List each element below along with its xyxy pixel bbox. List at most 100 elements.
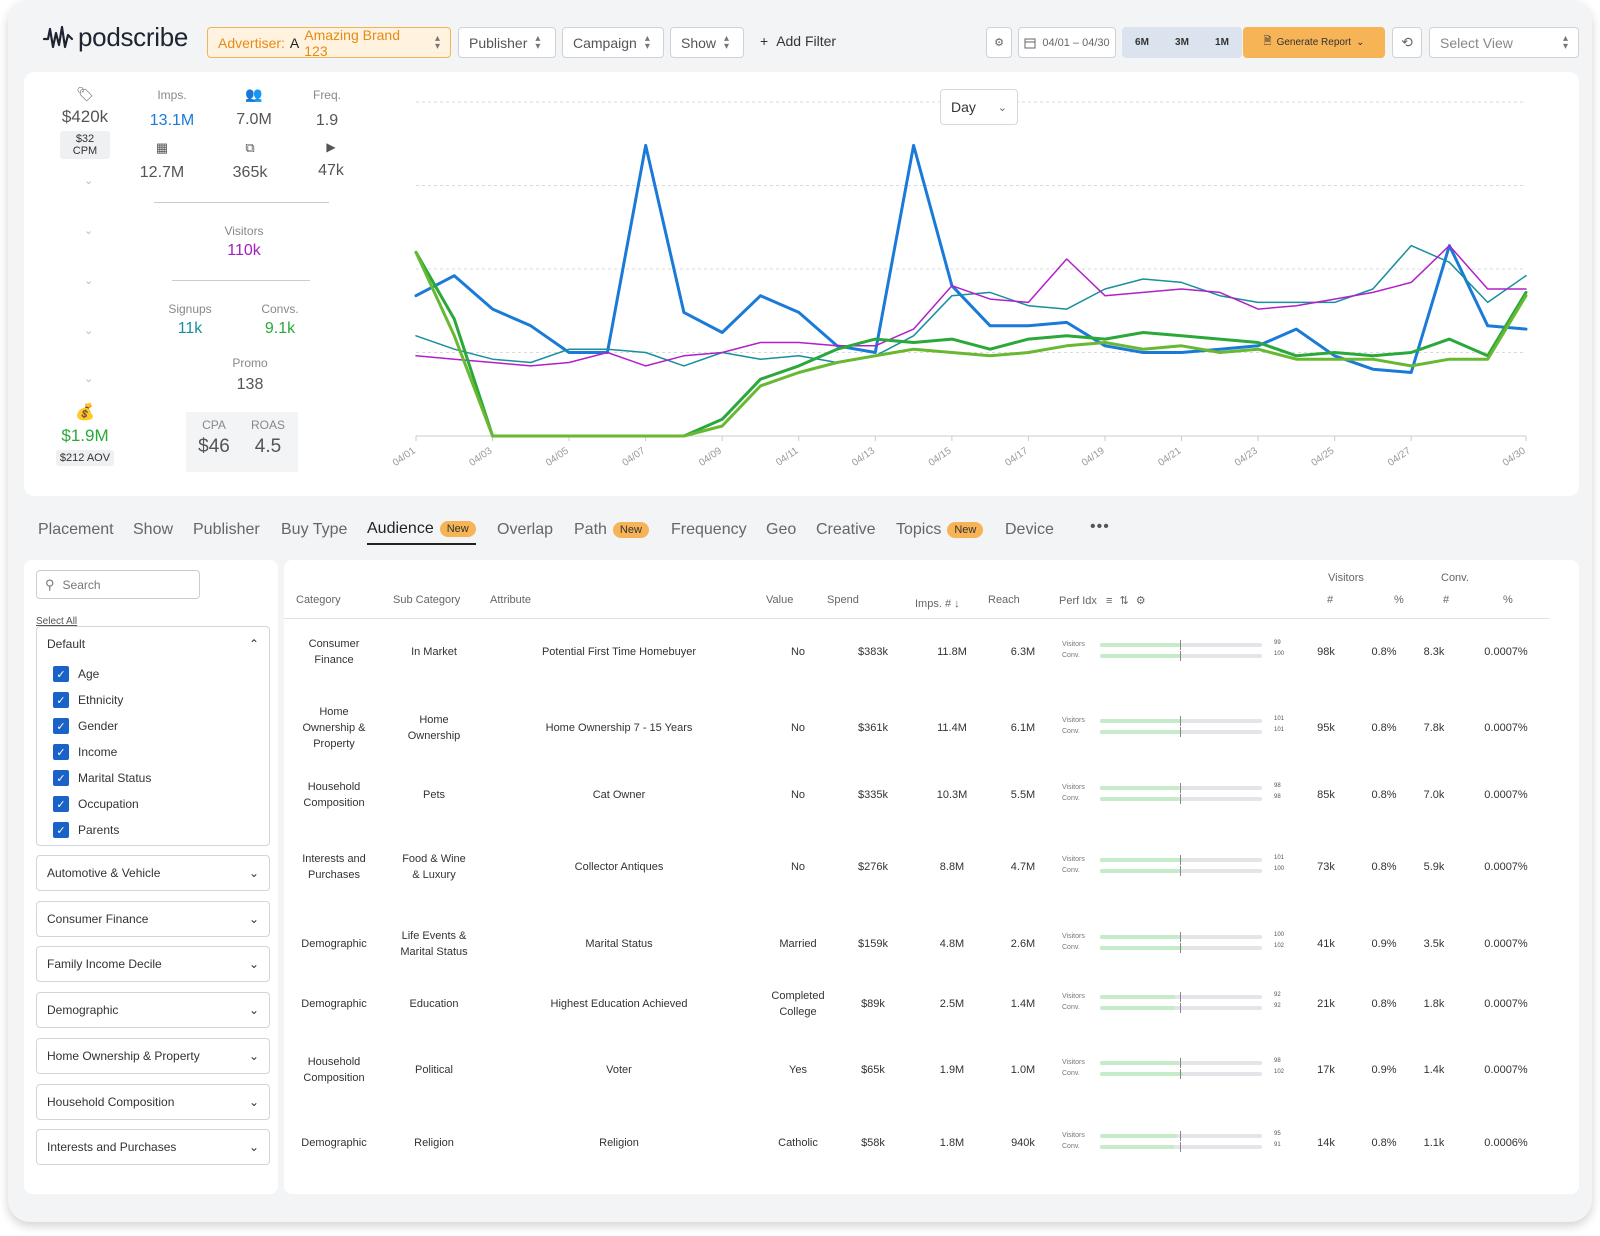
checkbox-age[interactable]: ✓ Age — [37, 661, 269, 687]
perf-bar-baseline — [1180, 1003, 1181, 1013]
checkbox-ethnicity[interactable]: ✓ Ethnicity — [37, 687, 269, 713]
table-row[interactable]: Consumer Finance In Market Potential First… — [284, 632, 1579, 672]
col-category[interactable]: Category — [296, 594, 341, 606]
date-range-button[interactable]: 04/01 – 04/30 — [1018, 27, 1116, 58]
cell-sub: Education — [409, 998, 459, 1010]
series-line-1[interactable] — [415, 244, 1527, 367]
cell-conv_pct: 0.0007% — [1484, 722, 1528, 734]
tab-device[interactable]: Device — [1005, 515, 1054, 545]
series-line-0[interactable] — [414, 143, 1528, 374]
tab-audience[interactable]: Audience New — [367, 515, 476, 545]
checkbox-parents[interactable]: ✓ Parents — [37, 817, 269, 843]
x-tick-label: 04/11 — [774, 445, 801, 468]
history-button[interactable]: ⟲ — [1392, 27, 1422, 58]
col-value[interactable]: Value — [766, 594, 794, 606]
granularity-dropdown[interactable]: Day ⌄ — [940, 89, 1018, 125]
generate-report-button[interactable]: 🗎 Generate Report ⌄ — [1243, 27, 1385, 58]
updown-icon: ▴ ▾ — [434, 32, 440, 52]
sort-icon[interactable]: ⇅ — [1119, 595, 1129, 607]
col-perf-idx[interactable]: Perf Idx ≡ ⇅ ⚙ — [1059, 594, 1146, 607]
col-visitors-pct[interactable]: % — [1394, 594, 1404, 606]
series-line-4[interactable] — [414, 250, 1528, 438]
tab-bar: Placement Show Publisher Buy Type Audience Ne… — [8, 505, 1592, 553]
tab-placement[interactable]: Placement — [38, 515, 114, 545]
default-group-header[interactable]: Default ⌃ — [37, 627, 269, 661]
search-input[interactable]: ⚲ Search — [36, 570, 200, 599]
show-filter[interactable]: Show ▴ ▾ — [670, 27, 744, 58]
table-row[interactable]: Demographic Religion Religion Catholic $58k 1… — [284, 1123, 1579, 1163]
x-tick-label: 04/15 — [927, 445, 954, 469]
advertiser-initial: A — [289, 34, 300, 51]
group-household-composition[interactable]: Household Composition ⌄ — [36, 1083, 270, 1120]
cell-spend: $89k — [861, 998, 885, 1010]
group-consumer-finance[interactable]: Consumer Finance ⌄ — [36, 900, 270, 937]
col-conv-num[interactable]: # — [1443, 594, 1450, 606]
col-spend[interactable]: Spend — [827, 594, 859, 606]
publisher-filter[interactable]: Publisher ▴ ▾ — [458, 27, 556, 58]
checkbox-marital-status[interactable]: ✓ Marital Status — [37, 765, 269, 791]
col-attribute[interactable]: Attribute — [490, 594, 531, 606]
add-filter-button[interactable]: + Add Filter — [760, 33, 836, 49]
filter-icon[interactable]: ≡ — [1105, 595, 1113, 607]
col-imps[interactable]: Imps. # ↓ — [915, 598, 960, 610]
group-demographic[interactable]: Demographic ⌄ — [36, 992, 270, 1029]
cell-reach: 6.1M — [1010, 722, 1036, 734]
settings-button[interactable]: ⚙ — [986, 27, 1012, 58]
checkbox-occupation[interactable]: ✓ Occupation — [37, 791, 269, 817]
tab-topics[interactable]: Topics New — [896, 515, 984, 545]
perf-bar-track — [1100, 1003, 1262, 1013]
checkbox-income[interactable]: ✓ Income — [37, 739, 269, 765]
table-row[interactable]: Interests and Purchases Food & Wine & Lux… — [284, 847, 1579, 887]
cell-value: Catholic — [778, 1137, 818, 1149]
more-icon[interactable]: ••• — [1090, 518, 1110, 535]
logo[interactable]: podscribe — [42, 22, 188, 53]
tab-frequency[interactable]: Frequency — [671, 515, 747, 545]
tab-overlap[interactable]: Overlap — [497, 515, 553, 545]
gear-icon[interactable]: ⚙ — [1135, 595, 1146, 607]
campaign-filter[interactable]: Campaign ▴ ▾ — [562, 27, 664, 58]
x-tick-label: 04/13 — [850, 445, 877, 469]
freq-label: Freq. — [312, 88, 341, 102]
tab-creative[interactable]: Creative — [816, 515, 876, 545]
chevron-down-icon: ⌄ — [248, 866, 259, 880]
perf-value: 98 — [1274, 783, 1281, 789]
col-visitors-num[interactable]: # — [1327, 594, 1334, 606]
col-conv-pct[interactable]: % — [1503, 594, 1513, 606]
perf-value: 92 — [1274, 992, 1281, 998]
tab-publisher[interactable]: Publisher — [193, 515, 260, 545]
tab-geo[interactable]: Geo — [766, 515, 796, 545]
tab-path[interactable]: Path New — [574, 515, 649, 545]
search-icon: ⚲ — [45, 576, 55, 592]
x-tick-label: 04/07 — [621, 445, 648, 469]
group-home-ownership-property[interactable]: Home Ownership & Property ⌄ — [36, 1037, 270, 1074]
advertiser-filter[interactable]: Advertiser: A Amazing Brand 123 ▴ ▾ — [207, 27, 451, 59]
perf-bar-track — [1100, 651, 1262, 661]
cell-value: No — [790, 646, 806, 658]
chevron-down-icon: ⌄ — [84, 325, 94, 337]
cell-imps: 11.4M — [937, 722, 967, 734]
series-line-2[interactable] — [415, 244, 1527, 367]
group-interests-and-purchases[interactable]: Interests and Purchases ⌄ — [36, 1129, 270, 1166]
table-row[interactable]: Household Composition Political Voter Yes $6… — [284, 1050, 1579, 1090]
checkbox-gender[interactable]: ✓ Gender — [37, 713, 269, 739]
col-sub-category[interactable]: Sub Category — [393, 594, 461, 606]
col-reach[interactable]: Reach — [988, 594, 1020, 606]
tab-buy-type[interactable]: Buy Type — [281, 515, 347, 545]
table-row[interactable]: Home Ownership & Property Home Ownership H… — [284, 700, 1579, 756]
range-1m[interactable]: 1M — [1215, 37, 1229, 48]
series-line-3[interactable] — [414, 250, 1528, 438]
perf-bar-track — [1100, 716, 1262, 726]
perf-bar-track — [1100, 932, 1262, 942]
group-family-income-decile[interactable]: Family Income Decile ⌄ — [36, 946, 270, 983]
select-view-dropdown[interactable]: Select View ▴ ▾ — [1429, 27, 1579, 58]
range-3m[interactable]: 3M — [1175, 37, 1189, 48]
table-row[interactable]: Demographic Life Events & Marital Status M… — [284, 916, 1579, 972]
group-automotive-vehicle[interactable]: Automotive & Vehicle ⌄ — [36, 855, 270, 891]
perf-bar-baseline — [1180, 992, 1181, 1002]
range-6m[interactable]: 6M — [1135, 37, 1149, 48]
table-row[interactable]: Household Composition Pets Cat Owner No $335… — [284, 775, 1579, 815]
table-row[interactable]: Demographic Education Highest Education Ac… — [284, 984, 1579, 1024]
tab-show[interactable]: Show — [133, 515, 173, 545]
cell-category: Demographic — [301, 998, 367, 1010]
select-all-link[interactable]: Select All — [36, 616, 78, 627]
